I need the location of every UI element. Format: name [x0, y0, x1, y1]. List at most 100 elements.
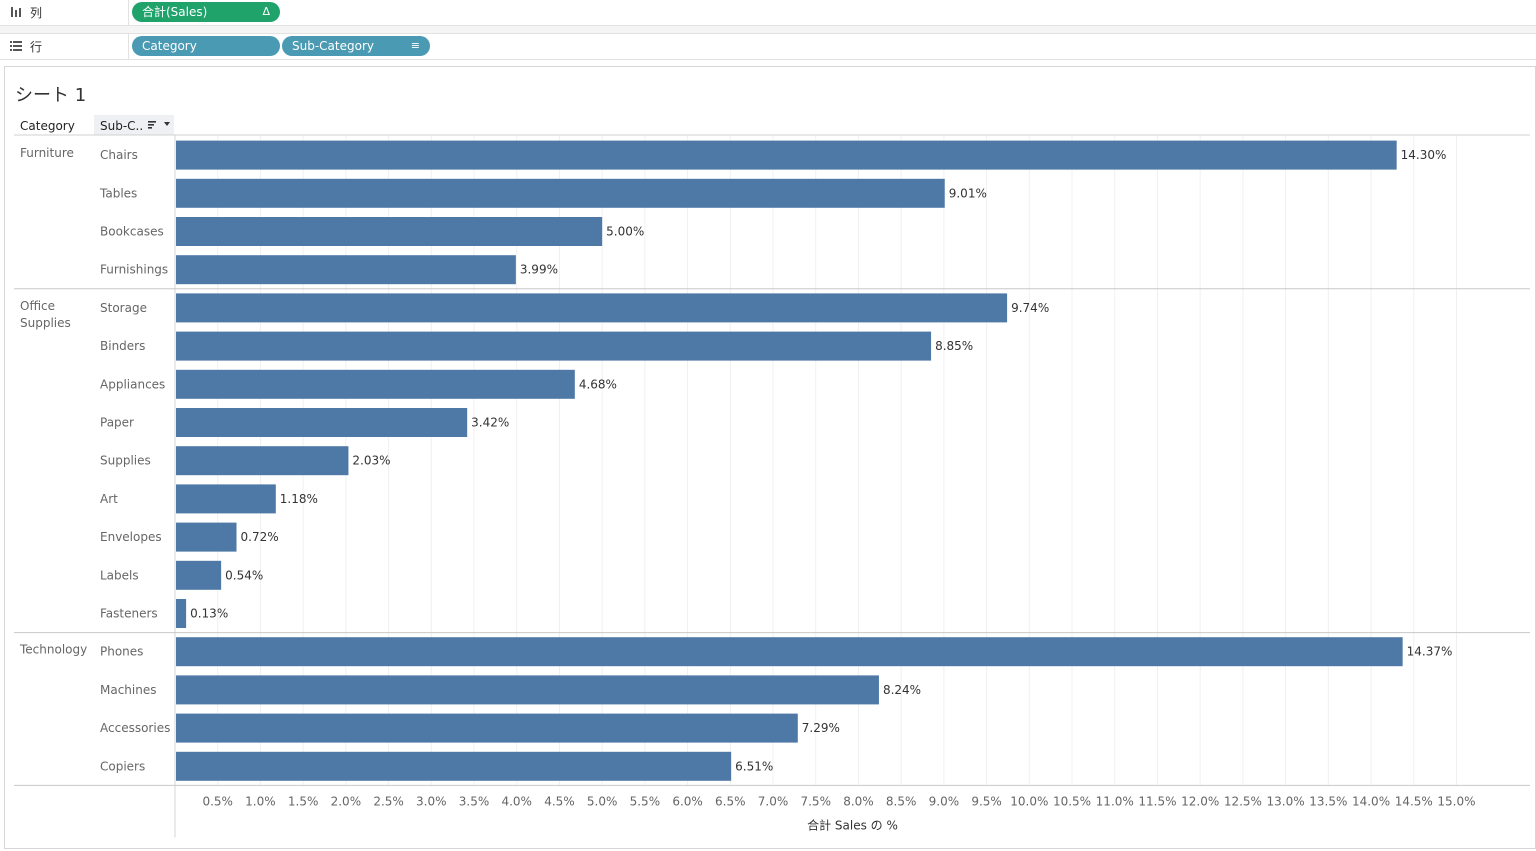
columns-shelf: 列 合計(Sales) Δ: [0, 0, 1536, 26]
subcategory-label: Fasteners: [100, 607, 158, 621]
tick-label: 4.5%: [544, 794, 575, 808]
subcategory-pill[interactable]: Sub-Category ≡: [282, 36, 430, 56]
bar: [176, 675, 879, 705]
tick-label: 7.0%: [758, 794, 789, 808]
shelf-separator: [0, 26, 1536, 34]
bar: [176, 484, 276, 514]
bar: [176, 751, 732, 781]
bar: [176, 369, 575, 399]
tick-label: 13.0%: [1267, 794, 1305, 808]
tick-label: 7.5%: [800, 794, 831, 808]
tick-label: 8.0%: [843, 794, 874, 808]
data-label: 7.29%: [802, 721, 840, 735]
bar-chart: Category Sub-C.. Furniture Office Supplies Te…: [14, 115, 1530, 838]
bar: [176, 446, 349, 476]
tick-label: 0.5%: [202, 794, 233, 808]
bar: [176, 713, 798, 743]
columns-shelf-label: 列: [0, 0, 129, 25]
subcategory-label: Labels: [100, 568, 139, 582]
subcategory-label: Art: [100, 492, 118, 506]
sales-pill-label: 合計(Sales): [142, 5, 208, 19]
subcategory-label: Phones: [100, 645, 143, 659]
tick-label: 1.5%: [288, 794, 319, 808]
subcategory-label: Tables: [99, 186, 137, 200]
data-label: 14.30%: [1401, 148, 1447, 162]
x-axis: 0.5% 1.0% 1.5% 2.0% 2.5% 3.0% 3.5% 4.0% 4.5% 5.0%…: [202, 794, 1475, 832]
category-label: Furniture: [20, 146, 74, 160]
tick-label: 10.0%: [1010, 794, 1048, 808]
bar: [176, 178, 945, 208]
data-label: 0.13%: [190, 607, 228, 621]
rows-shelf: 行 Category Sub-Category ≡: [0, 34, 1536, 60]
tick-label: 9.0%: [929, 794, 960, 808]
bar: [176, 331, 932, 361]
subcategory-label: Bookcases: [100, 225, 164, 239]
subcategory-label: Paper: [100, 416, 134, 430]
columns-icon: [10, 6, 24, 20]
data-label: 1.18%: [280, 492, 318, 506]
sheet-title: シート 1: [15, 85, 87, 106]
sales-pill[interactable]: 合計(Sales) Δ: [132, 2, 280, 22]
bar: [176, 408, 468, 437]
subcategory-pill-label: Sub-Category: [292, 39, 374, 53]
bar: [176, 140, 1397, 170]
bar: [176, 637, 1403, 667]
tick-label: 3.5%: [459, 794, 490, 808]
bar: [176, 293, 1008, 323]
category-pill-label: Category: [142, 39, 197, 53]
tick-label: 13.5%: [1309, 794, 1347, 808]
data-label: 4.68%: [579, 377, 617, 391]
data-label: 3.42%: [471, 416, 509, 430]
tick-label: 4.0%: [501, 794, 532, 808]
data-label: 9.01%: [949, 186, 987, 200]
tick-label: 12.0%: [1181, 794, 1219, 808]
category-label: Technology: [19, 643, 87, 657]
tick-label: 2.5%: [373, 794, 404, 808]
bar: [176, 522, 237, 552]
subcategory-label: Accessories: [100, 721, 170, 735]
rows-icon: [10, 40, 24, 54]
tick-label: 12.5%: [1224, 794, 1262, 808]
category-pill[interactable]: Category: [132, 36, 280, 56]
tick-label: 14.5%: [1395, 794, 1433, 808]
subcategory-label: Chairs: [100, 148, 138, 162]
rows-label: 行: [30, 40, 43, 54]
subcategory-label: Binders: [100, 339, 145, 353]
subcategory-label: Furnishings: [100, 263, 168, 277]
data-label: 14.37%: [1407, 645, 1453, 659]
bar: [176, 599, 187, 628]
tick-label: 11.0%: [1096, 794, 1134, 808]
tick-label: 8.5%: [886, 794, 917, 808]
data-label: 8.24%: [883, 683, 921, 697]
subcategory-label: Envelopes: [100, 530, 162, 544]
tick-label: 1.0%: [245, 794, 276, 808]
tick-label: 3.0%: [416, 794, 447, 808]
data-label: 0.54%: [225, 568, 263, 582]
data-label: 3.99%: [520, 263, 558, 277]
sort-descending-icon: [148, 121, 170, 129]
subcategory-header-bg: [94, 115, 174, 135]
x-axis-title: 合計 Sales の %: [807, 817, 898, 832]
tick-label: 15.0%: [1437, 794, 1475, 808]
delta-icon: Δ: [262, 5, 270, 18]
tick-label: 5.0%: [587, 794, 618, 808]
data-label: 8.85%: [935, 339, 973, 353]
subcategory-label: Appliances: [100, 377, 165, 391]
bar: [176, 560, 222, 590]
tick-label: 14.0%: [1352, 794, 1390, 808]
subcategory-label: Machines: [100, 683, 156, 697]
tick-label: 10.5%: [1053, 794, 1091, 808]
tick-label: 6.5%: [715, 794, 746, 808]
data-label: 0.72%: [241, 530, 279, 544]
row-headers: Category Sub-C.. Furniture Office Supplies Te…: [14, 115, 1530, 786]
subcategory-label: Supplies: [100, 454, 151, 468]
worksheet: シート 1 Category Sub-C.. Furniture Office Supp…: [4, 66, 1536, 849]
bar: [176, 217, 603, 246]
tick-label: 6.0%: [672, 794, 703, 808]
rows-shelf-label: 行: [0, 34, 129, 59]
bar: [176, 255, 516, 285]
category-label: Office Supplies: [20, 299, 71, 330]
subcategory-header: Sub-C..: [100, 119, 143, 133]
tick-label: 9.5%: [971, 794, 1002, 808]
data-label: 6.51%: [735, 759, 773, 773]
